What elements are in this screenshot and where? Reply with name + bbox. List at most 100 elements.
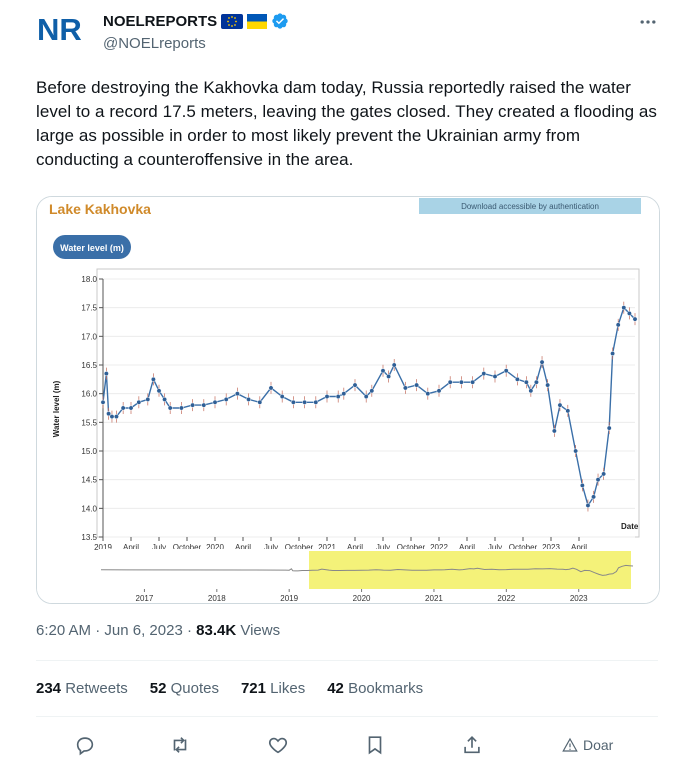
data-point[interactable] (313, 399, 319, 405)
data-point[interactable] (470, 379, 476, 385)
quotes-stat[interactable]: 52 Quotes (150, 680, 219, 697)
water-level-pill[interactable] (53, 235, 131, 259)
data-point[interactable] (162, 396, 168, 402)
data-point[interactable] (528, 388, 534, 394)
data-point[interactable] (136, 399, 142, 405)
overview-line (100, 564, 634, 576)
data-point[interactable] (201, 402, 207, 408)
data-point[interactable] (380, 368, 386, 374)
data-point[interactable] (481, 371, 487, 377)
share-button[interactable] (461, 733, 483, 757)
data-point[interactable] (601, 471, 607, 477)
data-point[interactable] (626, 310, 632, 316)
tweet-media-image[interactable]: Lake Kakhovka Download accessible by aut… (36, 196, 660, 604)
data-point[interactable] (113, 414, 119, 420)
data-point[interactable] (386, 374, 392, 379)
data-point[interactable] (156, 388, 162, 394)
data-point[interactable] (545, 382, 551, 388)
data-point[interactable] (557, 402, 563, 408)
data-point[interactable] (595, 477, 601, 483)
tweet-date[interactable]: Jun 6, 2023 (104, 622, 183, 639)
data-point[interactable] (591, 494, 597, 500)
data-point[interactable] (425, 391, 431, 397)
download-banner (419, 198, 641, 214)
data-point[interactable] (106, 411, 112, 417)
donate-button[interactable]: Doar (561, 733, 613, 757)
data-point[interactable] (363, 394, 369, 399)
data-point[interactable] (402, 385, 408, 391)
plot-area: 18.0 17.5 17.0 16.5 16.0 15.5 15.0 14.5 14.0 13.5… (81, 275, 638, 552)
tweet-time[interactable]: 6:20 AM (36, 622, 92, 639)
x-tick-label: April (571, 543, 587, 552)
avatar[interactable]: NR (36, 10, 86, 47)
retweet-button[interactable] (169, 733, 191, 757)
author-handle[interactable]: @NOELreports (103, 35, 206, 52)
data-point[interactable] (324, 394, 330, 399)
data-point[interactable] (290, 399, 296, 405)
reply-button[interactable] (74, 733, 96, 757)
data-point[interactable] (369, 388, 375, 394)
data-point[interactable] (523, 379, 529, 385)
data-point[interactable] (606, 425, 612, 431)
water-level-pill-label[interactable]: Water level (m) (60, 243, 124, 253)
data-point[interactable] (190, 402, 196, 408)
data-point[interactable] (246, 396, 252, 402)
data-point[interactable] (223, 396, 229, 402)
data-point[interactable] (533, 379, 539, 385)
data-point[interactable] (436, 388, 442, 394)
bookmarks-stat[interactable]: 42 Bookmarks (327, 680, 423, 697)
data-point[interactable] (514, 376, 520, 382)
data-point[interactable] (579, 482, 585, 488)
data-point[interactable] (458, 379, 464, 385)
data-point[interactable] (585, 503, 591, 508)
data-point[interactable] (100, 399, 106, 405)
data-point[interactable] (447, 379, 453, 385)
data-point[interactable] (128, 405, 134, 411)
data-point[interactable] (109, 414, 115, 420)
data-point[interactable] (565, 408, 571, 414)
data-point[interactable] (492, 374, 498, 379)
retweet-icon (173, 737, 187, 753)
data-point[interactable] (632, 316, 638, 322)
data-point[interactable] (539, 359, 545, 365)
like-button[interactable] (267, 733, 289, 757)
data-point[interactable] (178, 405, 184, 411)
data-point[interactable] (391, 362, 397, 368)
data-point[interactable] (503, 368, 509, 374)
x-tick-label: April (123, 543, 139, 552)
data-point[interactable] (268, 385, 274, 391)
quotes-count: 52 (149, 680, 167, 697)
author-name-text[interactable]: NOELREPORTS (103, 12, 218, 30)
data-point[interactable] (257, 399, 263, 405)
data-point[interactable] (279, 394, 285, 399)
data-point[interactable] (573, 448, 579, 454)
likes-count: 721 (240, 680, 266, 697)
data-point[interactable] (167, 405, 173, 411)
data-point[interactable] (234, 391, 240, 397)
data-point[interactable] (120, 405, 126, 411)
data-point[interactable] (150, 376, 156, 382)
data-point[interactable] (103, 371, 109, 377)
x-tick-label: July (488, 543, 502, 552)
data-point[interactable] (352, 382, 358, 388)
verified-badge-icon[interactable] (271, 12, 289, 30)
data-point[interactable] (610, 351, 616, 356)
data-point[interactable] (615, 322, 621, 328)
overview-tick-label: 2018 (208, 594, 226, 603)
data-point[interactable] (335, 394, 341, 399)
data-point[interactable] (302, 399, 308, 405)
data-point[interactable] (621, 305, 627, 311)
author-name[interactable]: NOELREPORTS (103, 12, 289, 30)
data-point[interactable] (341, 391, 347, 397)
bookmark-button[interactable] (364, 733, 386, 757)
data-point[interactable] (551, 428, 557, 434)
likes-stat[interactable]: 721 Likes (241, 680, 305, 697)
data-point[interactable] (414, 382, 420, 388)
retweets-stat[interactable]: 234 Retweets (36, 680, 128, 697)
y-tick-label: 17.5 (81, 304, 97, 313)
more-options-button[interactable] (636, 10, 660, 34)
data-point[interactable] (212, 399, 218, 405)
y-tick-label: 18.0 (81, 275, 97, 284)
download-banner-text: Download accessible by authentication (461, 202, 599, 211)
data-point[interactable] (145, 396, 151, 402)
